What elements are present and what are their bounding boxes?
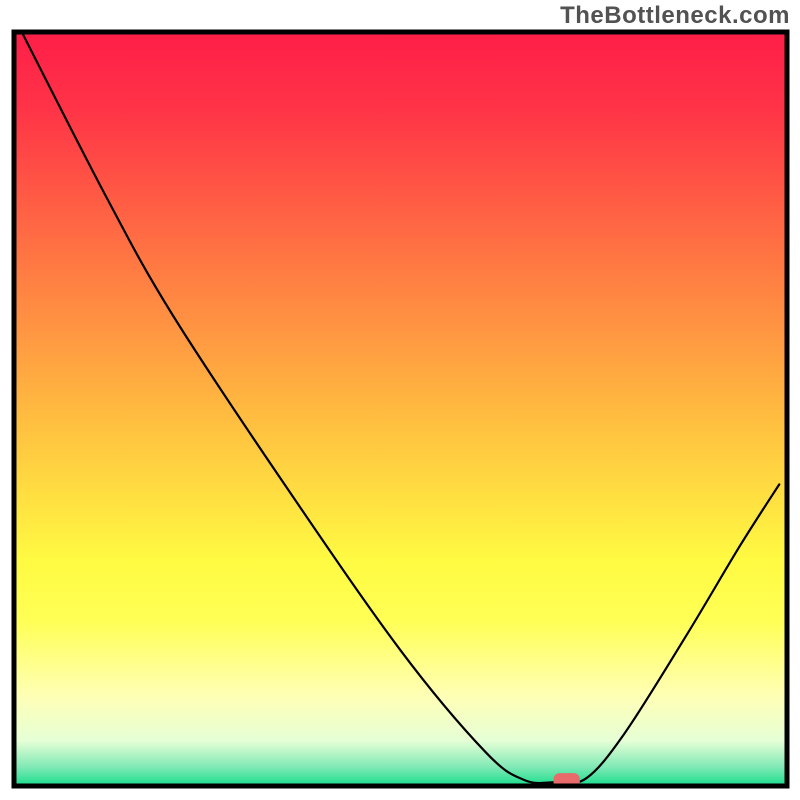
bottleneck-chart	[0, 0, 800, 800]
chart-frame: TheBottleneck.com	[0, 0, 800, 800]
chart-background	[14, 32, 787, 786]
watermark-text: TheBottleneck.com	[560, 2, 790, 30]
